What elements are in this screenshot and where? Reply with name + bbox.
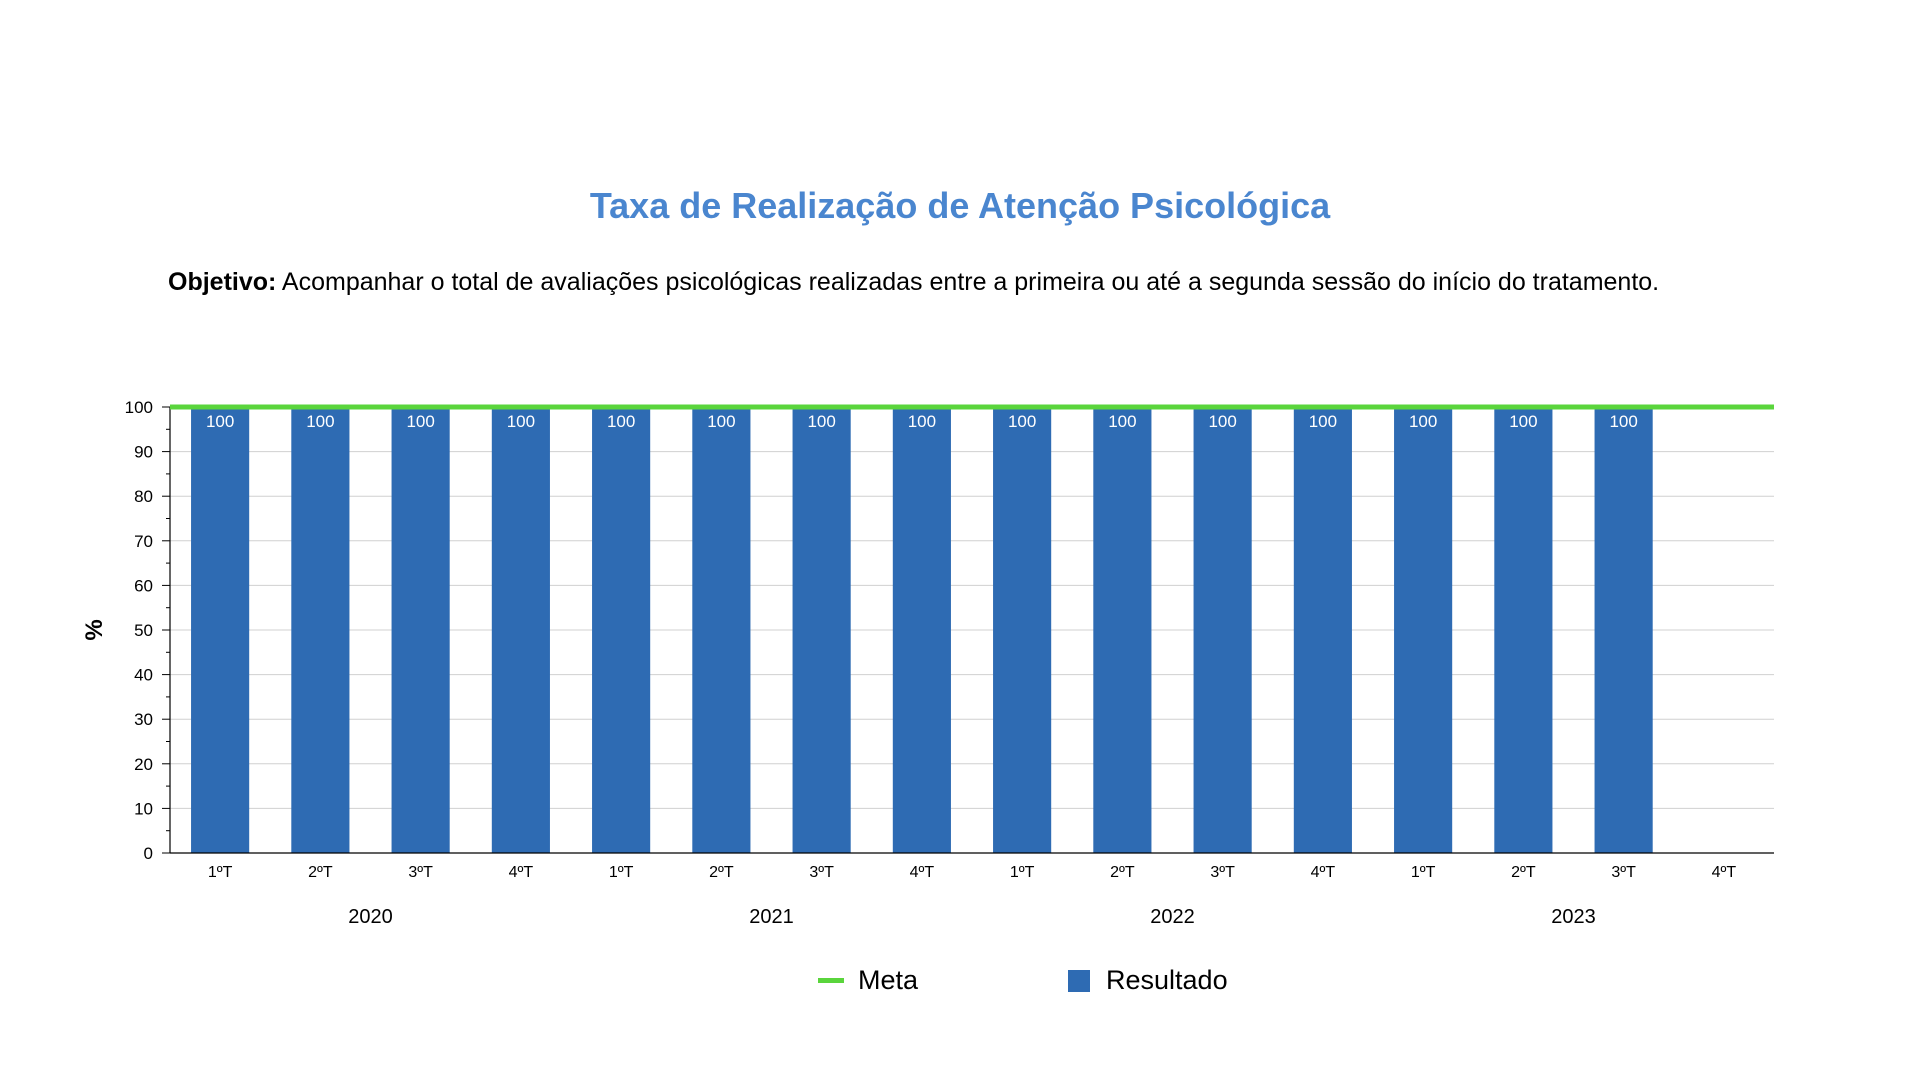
meta-line-swatch [818,978,844,983]
y-tick-label: 40 [134,666,153,685]
legend-item-resultado: Resultado [1068,965,1228,996]
bar [291,407,350,853]
bar [1394,407,1453,853]
y-axis-title: % [81,619,108,640]
resultado-bar-swatch [1068,969,1090,992]
labels: 0 10 20 30 40 50 60 70 80 90 100% 100 1ºT 100 2ºT 100 3º… [81,398,1736,928]
data-label: 100 [206,412,234,431]
y-tick-label: 20 [134,755,153,774]
x-tick-label: 3ºT [809,864,834,881]
bar [391,407,450,853]
legend-label-meta: Meta [858,965,919,995]
x-tick-label: 1ºT [1010,864,1035,881]
objective-description: Acompanhar o total de avaliações psicoló… [276,268,1660,296]
data-label: 100 [1409,412,1437,431]
data-label: 100 [908,412,936,431]
data-label: 100 [707,412,735,431]
x-tick-label: 1ºT [1411,864,1436,881]
bar [1093,407,1152,853]
x-tick-label: 1ºT [208,864,233,881]
objective-text: Objetivo: Acompanhar o total de avaliaçõ… [168,268,1659,297]
y-tick-label: 30 [134,710,153,729]
x-tick-label: 4ºT [1712,864,1737,881]
y-tick-label: 0 [144,844,153,863]
data-label: 100 [507,412,535,431]
data-label: 100 [1509,412,1537,431]
axes [162,406,1774,854]
bar [1594,407,1653,853]
y-tick-label: 10 [134,799,153,818]
bar [993,407,1052,853]
year-group-label: 2021 [749,906,794,928]
data-label: 100 [1208,412,1236,431]
data-label: 100 [1008,412,1036,431]
data-label: 100 [406,412,434,431]
data-label: 100 [306,412,334,431]
y-tick-label: 50 [134,621,153,640]
objective-label: Objetivo: [168,268,277,296]
data-label: 100 [1609,412,1637,431]
x-tick-label: 4ºT [910,864,935,881]
bar-chart: 0 10 20 30 40 50 60 70 80 90 100% 100 1ºT 100 2ºT 100 3º… [81,398,1774,928]
year-group-label: 2023 [1551,906,1596,928]
bar [1494,407,1553,853]
y-tick-label: 60 [134,576,153,595]
bar [1293,407,1352,853]
x-tick-label: 3ºT [1611,864,1636,881]
legend-label-resultado: Resultado [1106,965,1228,995]
y-tick-label: 100 [125,398,153,417]
x-tick-label: 2ºT [308,864,333,881]
x-tick-label: 4ºT [509,864,534,881]
x-tick-label: 3ºT [408,864,433,881]
y-tick-label: 70 [134,532,153,551]
bars [191,407,1653,853]
data-label: 100 [1309,412,1337,431]
x-tick-label: 2ºT [709,864,734,881]
data-label: 100 [1108,412,1136,431]
x-tick-label: 3ºT [1210,864,1235,881]
year-group-label: 2022 [1150,906,1195,928]
bar [892,407,951,853]
chart-title: Taxa de Realização de Atenção Psicológic… [589,185,1331,226]
x-tick-label: 2ºT [1110,864,1135,881]
bar [592,407,651,853]
bar [191,407,250,853]
legend-item-meta: Meta [818,965,918,996]
bar [692,407,751,853]
bar [792,407,851,853]
data-label: 100 [607,412,635,431]
data-label: 100 [807,412,835,431]
y-tick-label: 90 [134,443,153,462]
year-group-label: 2020 [348,906,393,928]
legend: Meta Resultado [0,965,1920,1005]
bar [491,407,550,853]
bar [1193,407,1252,853]
x-tick-label: 2ºT [1511,864,1536,881]
x-tick-label: 1ºT [609,864,634,881]
y-tick-label: 80 [134,487,153,506]
x-tick-label: 4ºT [1311,864,1336,881]
